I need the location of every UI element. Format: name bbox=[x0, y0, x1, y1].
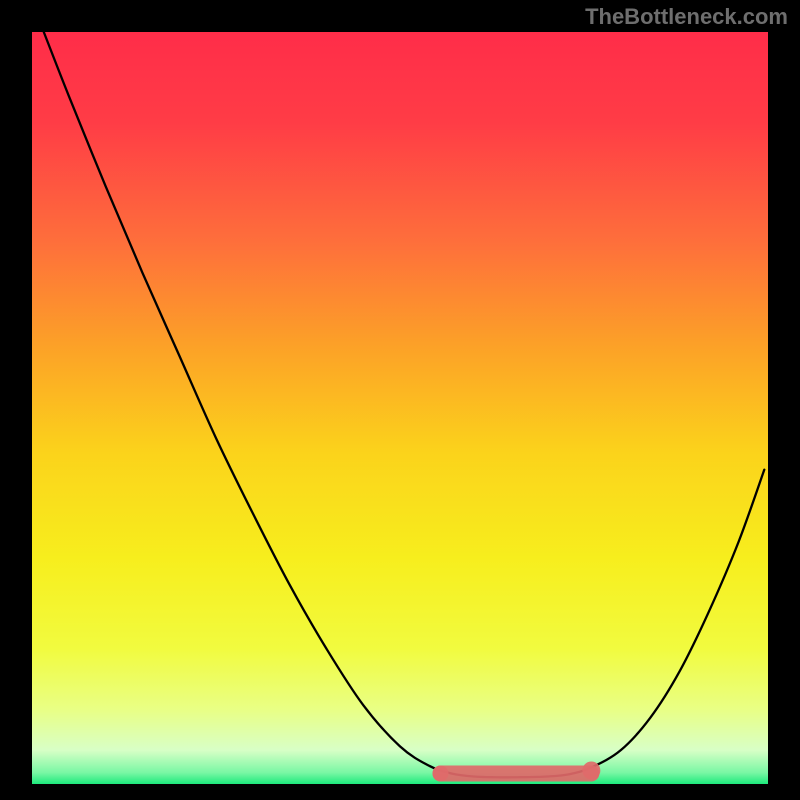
watermark-text: TheBottleneck.com bbox=[585, 4, 788, 30]
plot-area bbox=[32, 32, 768, 784]
bottleneck-gradient-chart bbox=[0, 0, 800, 800]
chart-canvas: TheBottleneck.com bbox=[0, 0, 800, 800]
